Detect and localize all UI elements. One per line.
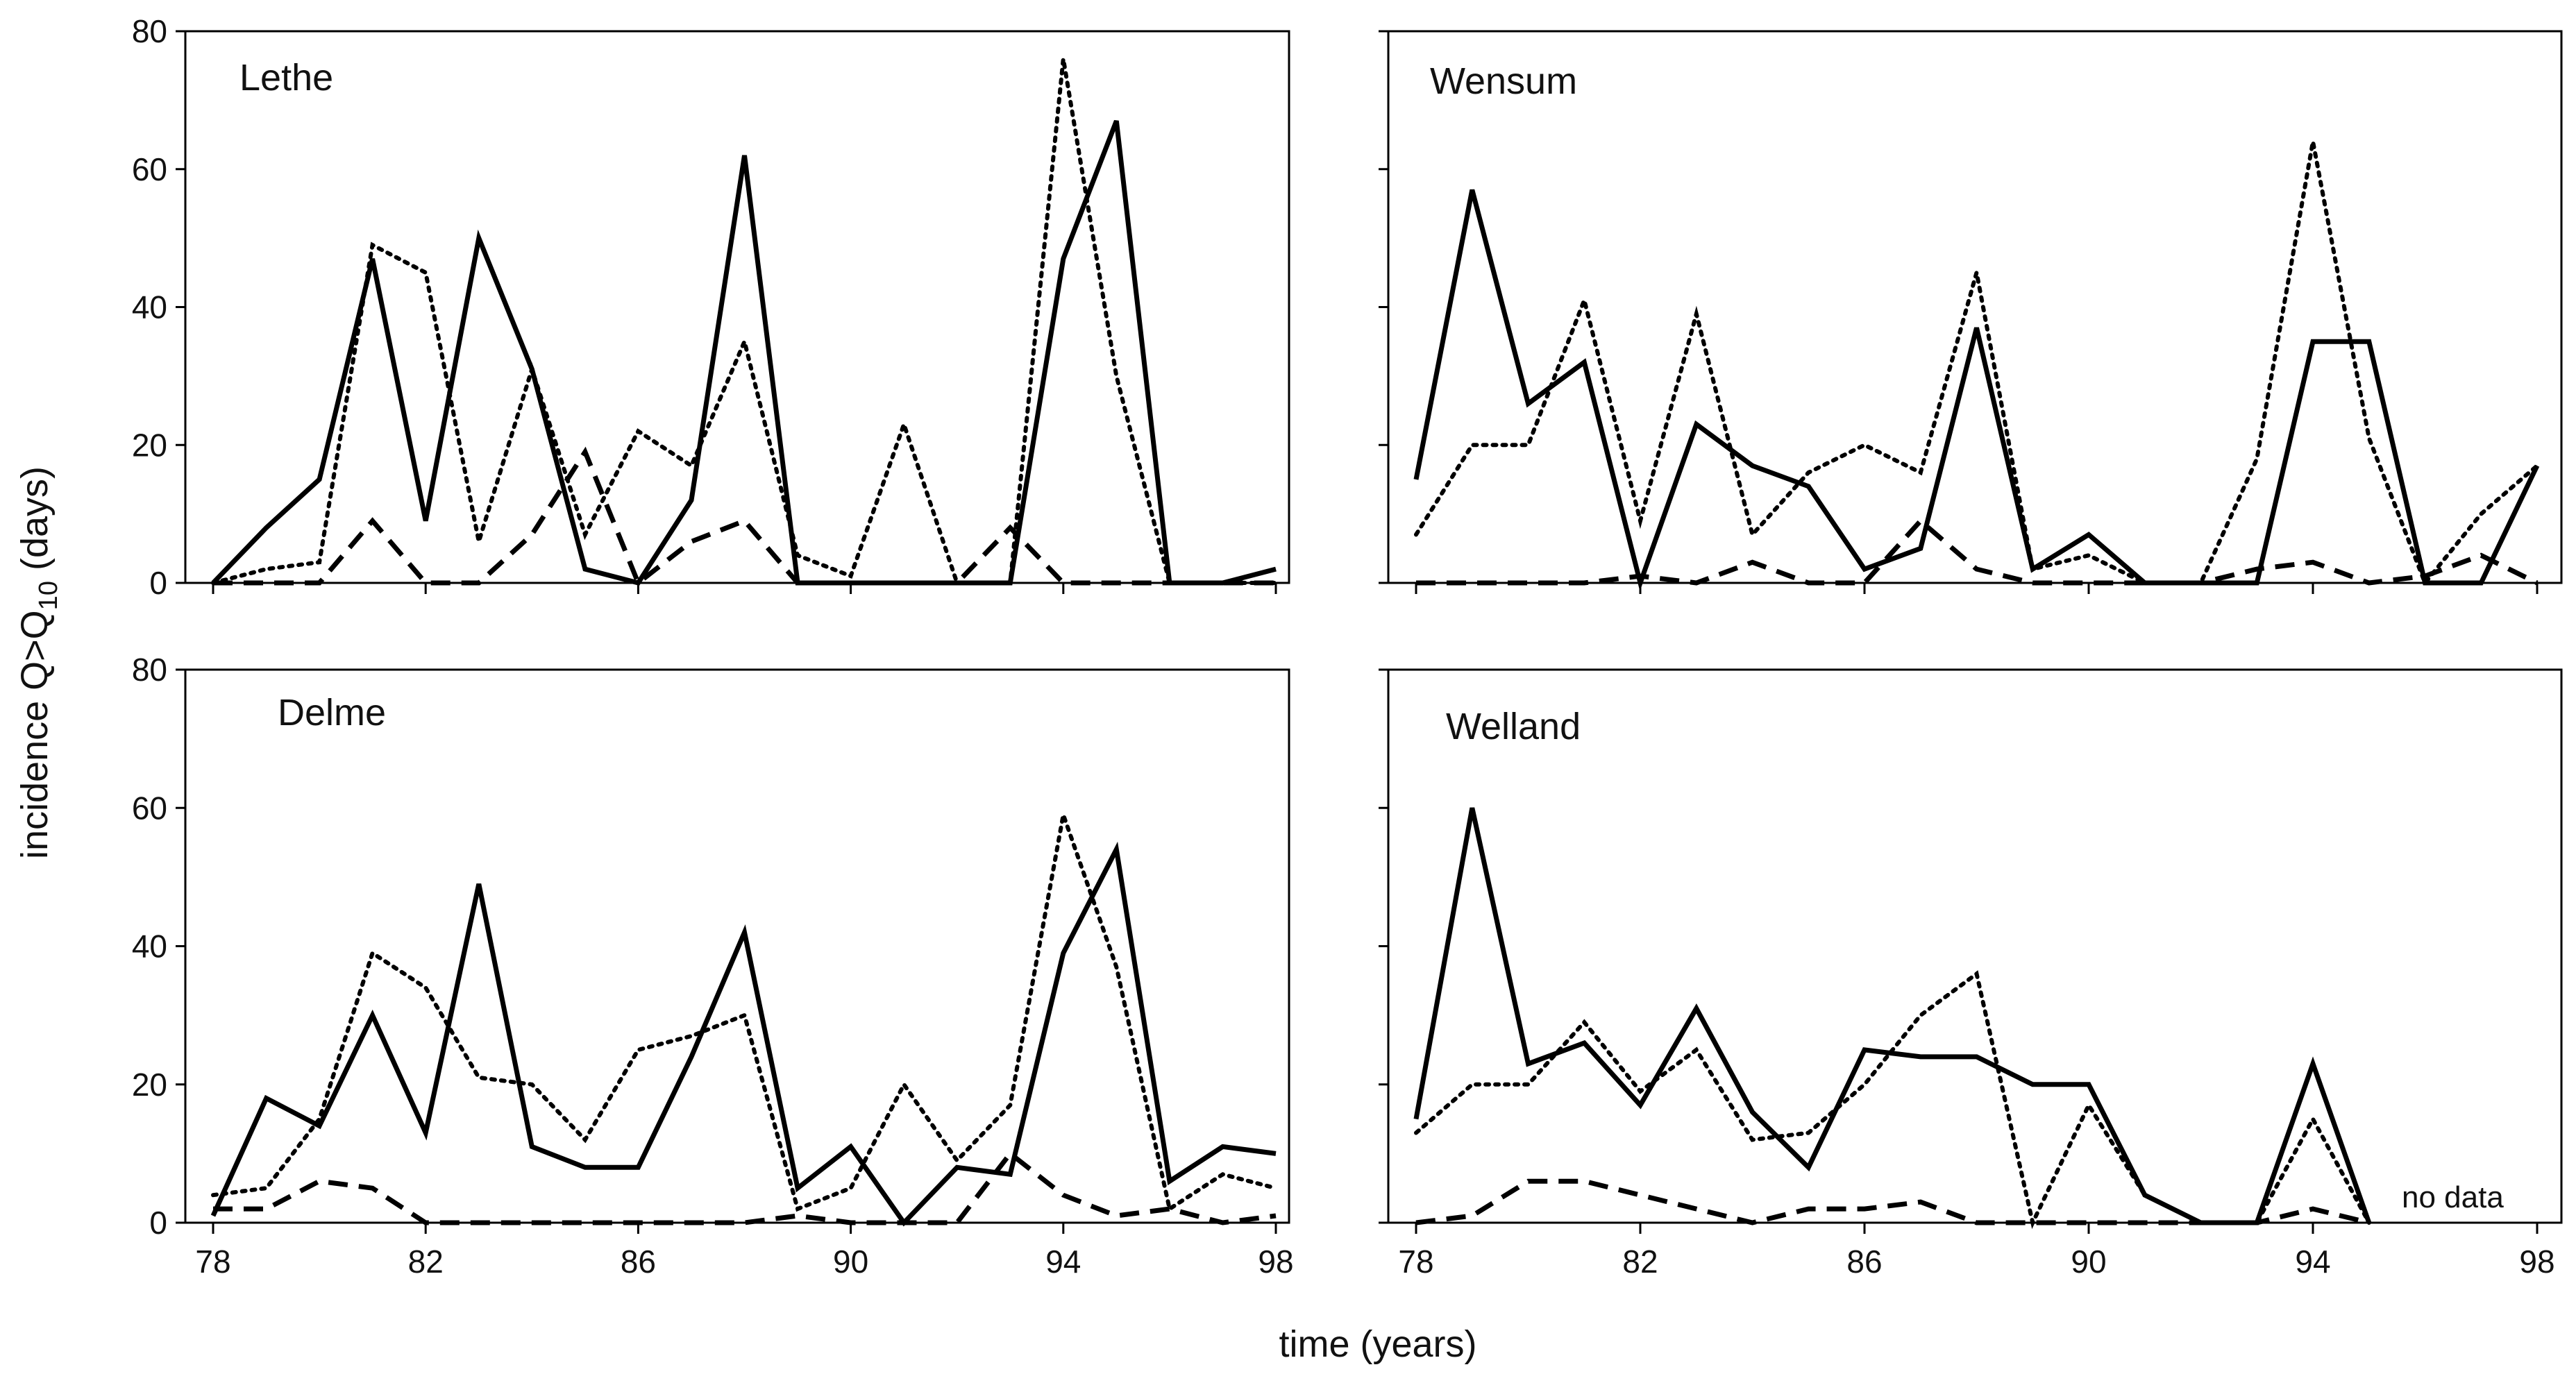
plot-frame: [1387, 30, 2563, 584]
y-axis-label-tail: (days): [14, 466, 56, 581]
y-tick-label: 60: [132, 151, 167, 187]
x-tick-label: 94: [2295, 1244, 2330, 1280]
panel-title: Lethe: [239, 57, 333, 99]
x-axis-label: time (years): [1279, 1323, 1476, 1365]
series-line-solid: [211, 119, 1277, 586]
panel-lethe: 0 20 40 60 80 Lethe: [132, 13, 1290, 601]
series-line-solid: [1413, 189, 2540, 592]
y-tick-label: 60: [132, 790, 167, 826]
y-tick-label: 80: [132, 13, 167, 49]
series-line-solid: [1413, 807, 2372, 1225]
plot-frame: [1387, 668, 2563, 1224]
series-line-dashed: [213, 446, 1276, 587]
series-line-dotted: [211, 58, 1278, 585]
y-tick-label: 40: [132, 289, 167, 325]
series-line-dashed: [1415, 1178, 2370, 1225]
series-line-dotted: [211, 806, 1278, 1212]
x-tick-label: 78: [1398, 1244, 1433, 1280]
series-line-dashed: [213, 1150, 1277, 1225]
y-axis-label: incidence Q>Q10 (days): [14, 466, 63, 859]
panel-title: Wensum: [1430, 60, 1577, 102]
x-tick-label: 86: [1846, 1244, 1882, 1280]
y-tick-label: 80: [132, 652, 167, 688]
panel-delme: 0 20 40 60 80 78 82 86 90 94 98 Delme: [132, 652, 1294, 1280]
x-tick-label: 90: [833, 1244, 868, 1280]
y-tick-label: 0: [149, 1205, 167, 1241]
panel-welland: 78 82 86 90 94 98 Welland no data: [1379, 668, 2563, 1280]
plot-frame: [184, 30, 1290, 584]
x-tick-label: 82: [408, 1244, 444, 1280]
panel-annotation: no data: [2402, 1180, 2504, 1214]
series-line-solid: [210, 841, 1277, 1227]
series-line-dotted: [1414, 141, 2539, 587]
panel-title: Welland: [1446, 706, 1581, 747]
x-tick-label: 78: [195, 1244, 230, 1280]
y-tick-label: 20: [132, 427, 167, 463]
y-tick-label: 40: [132, 928, 167, 965]
y-axis-label-main: incidence Q>Q: [14, 610, 56, 859]
series-line-dotted: [1414, 970, 2371, 1230]
panel-title: Delme: [278, 692, 386, 733]
y-tick-label: 0: [149, 565, 167, 601]
panels: 0 20 40 60 80 Lethe Wensum 0 20 40 60 80 78 82 86 90 94 9…: [132, 13, 2563, 1280]
x-tick-label: 98: [2519, 1244, 2554, 1280]
panel-wensum: Wensum: [1379, 30, 2563, 594]
series-line-dashed: [1416, 517, 2539, 586]
x-tick-label: 90: [2071, 1244, 2106, 1280]
x-tick-label: 98: [1258, 1244, 1293, 1280]
y-axis-label-subscript: 10: [34, 581, 63, 610]
x-tick-label: 94: [1045, 1244, 1081, 1280]
y-tick-label: 20: [132, 1067, 167, 1103]
x-tick-label: 86: [621, 1244, 656, 1280]
x-tick-label: 82: [1622, 1244, 1658, 1280]
